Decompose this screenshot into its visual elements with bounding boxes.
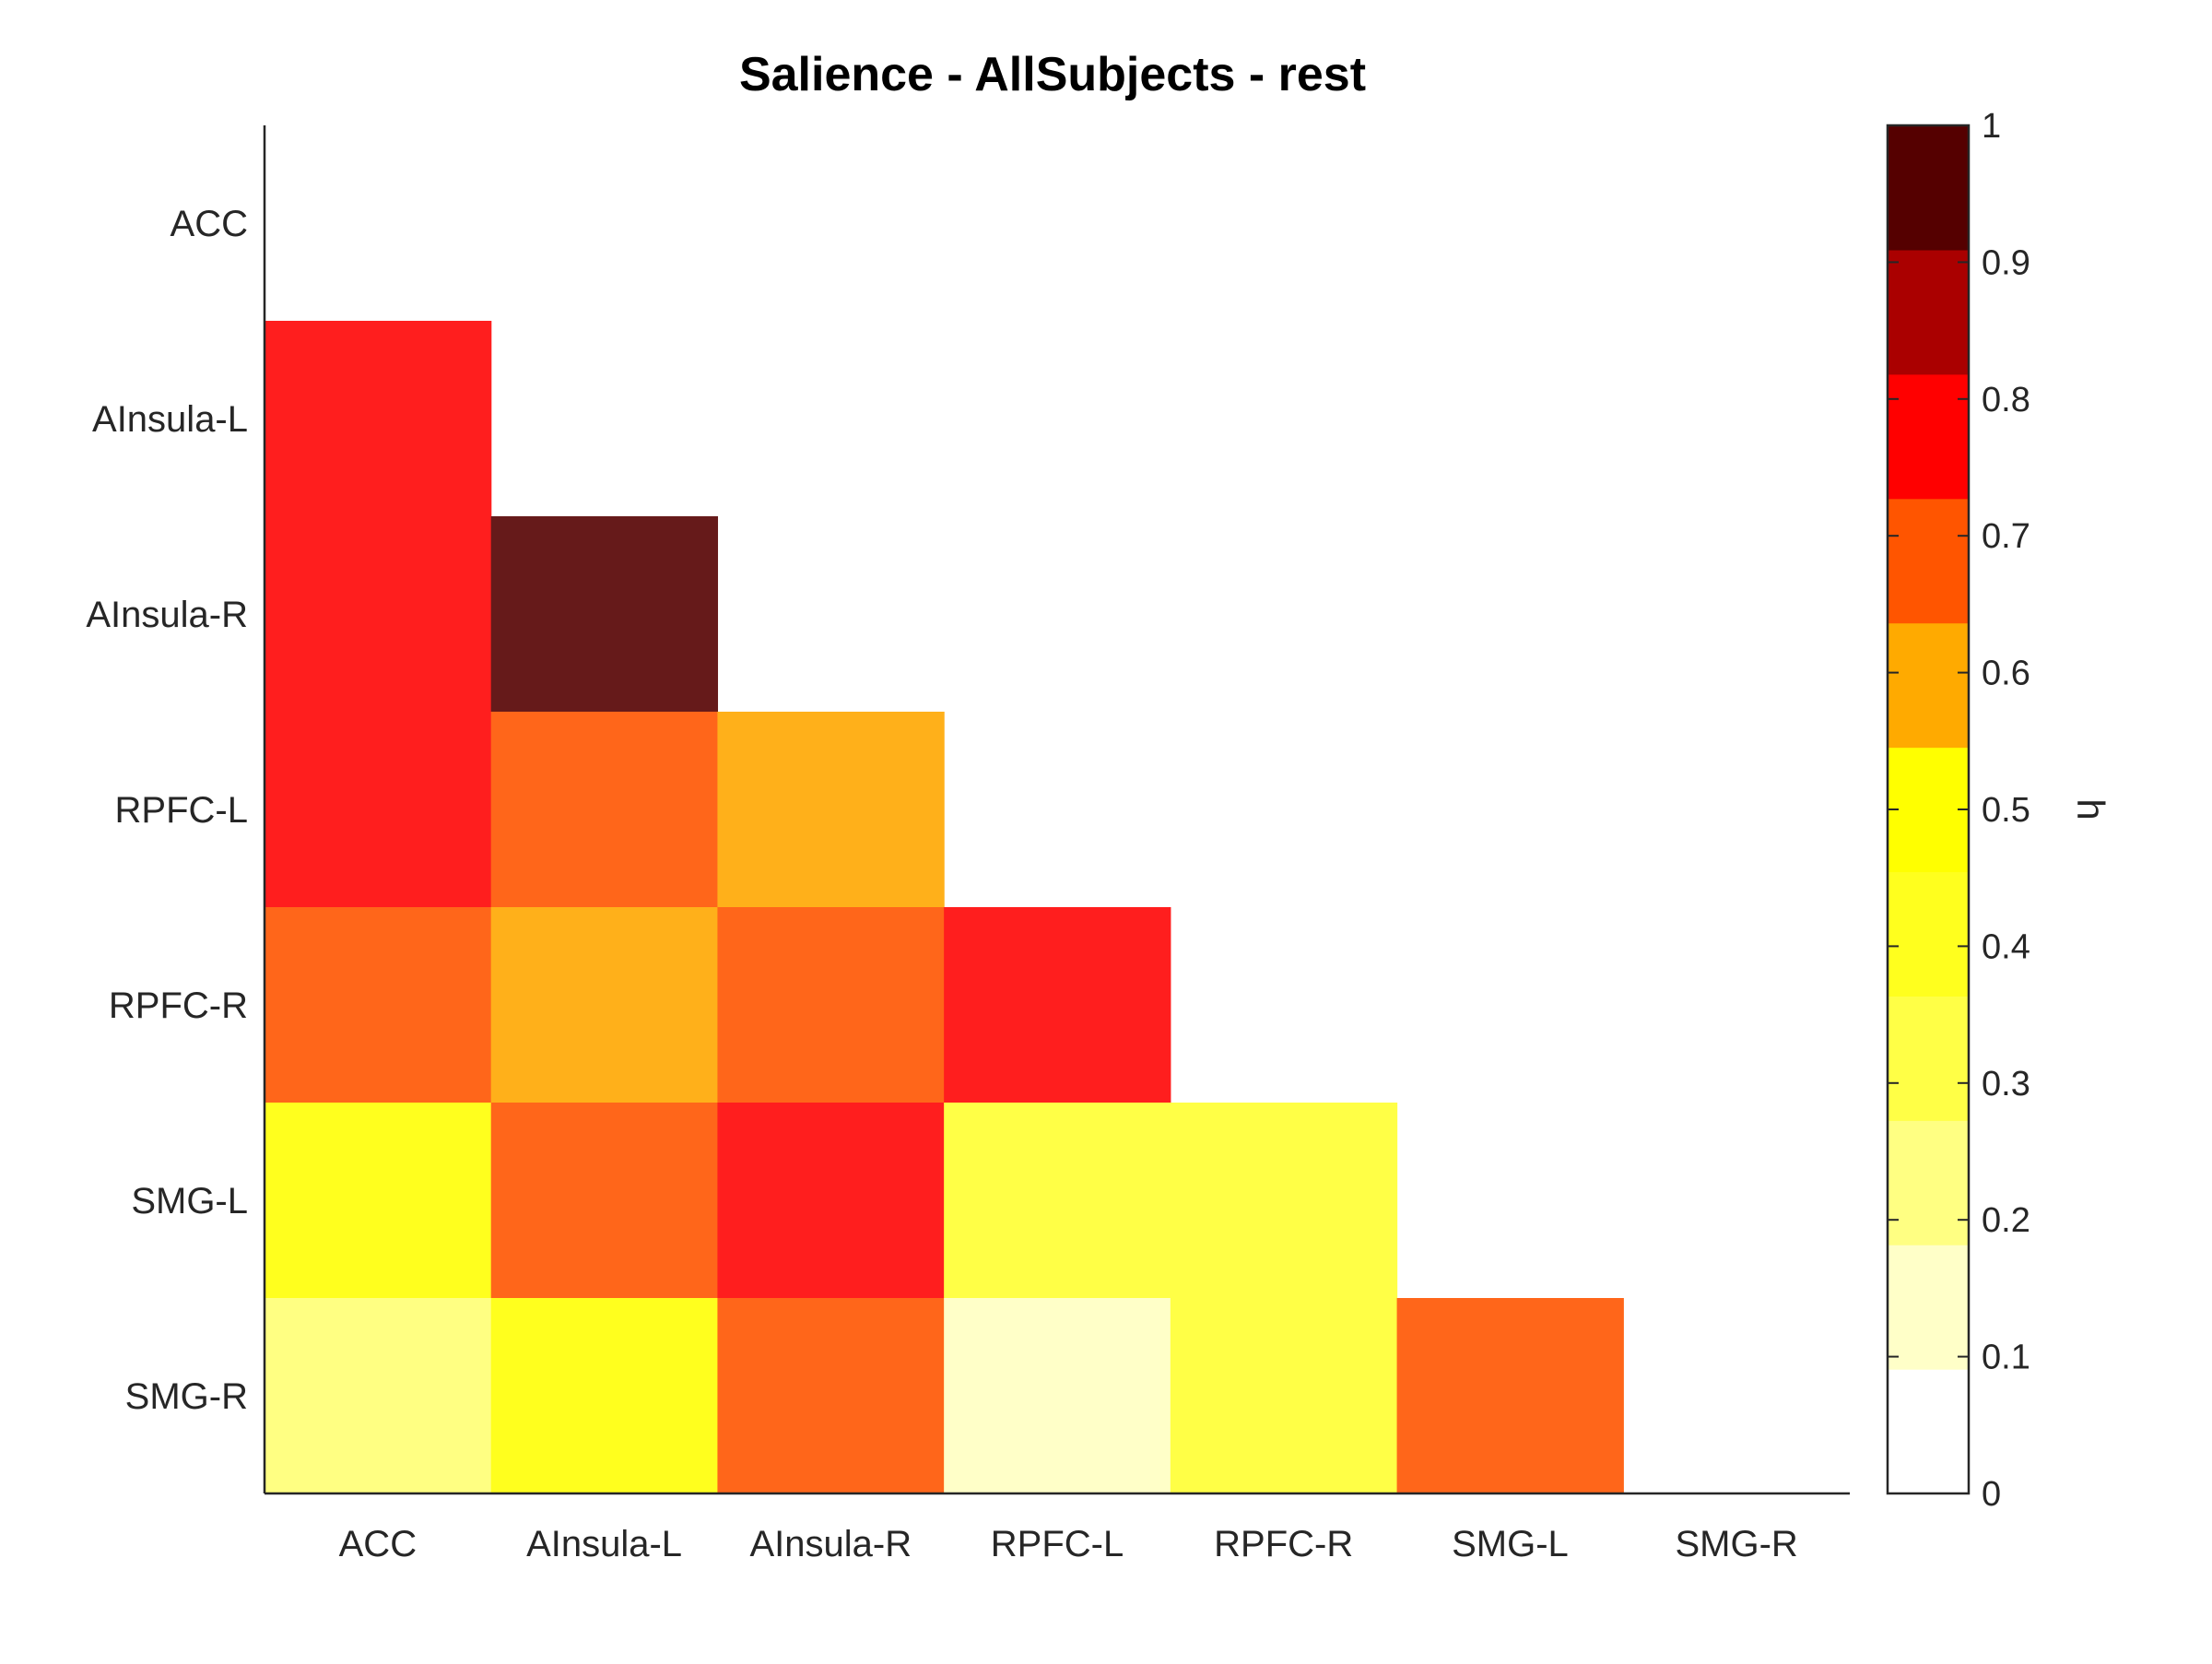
- x-tick-label: AInsula-R: [749, 1524, 912, 1564]
- colorbar-tick-label: 0.1: [1982, 1339, 2030, 1377]
- heatmap-cell: [490, 516, 719, 713]
- heatmap-cell: [490, 1103, 719, 1299]
- colorbar-tick-label: 0.5: [1982, 791, 2030, 830]
- colorbar-segment: [1888, 498, 1969, 624]
- colorbar-segment: [1888, 871, 1969, 997]
- y-tick-labels: ACC AInsula-L AInsula-R RPFC-L RPFC-R SMG-L SM…: [86, 204, 248, 1417]
- heatmap-cells: [265, 321, 1624, 1494]
- chart-title: Salience - AllSubjects - rest: [739, 48, 1366, 101]
- colorbar-segment: [1888, 622, 1969, 749]
- heatmap-cell: [1170, 1103, 1398, 1299]
- colorbar-tick-label: 0.4: [1982, 927, 2030, 966]
- heatmap-cell: [717, 907, 945, 1103]
- colorbar-tick-label: 0.6: [1982, 655, 2030, 693]
- colorbar-tick-label: 1: [1982, 107, 2001, 146]
- colorbar-tick-label: 0.9: [1982, 243, 2030, 282]
- colorbar-segment: [1888, 1369, 1969, 1494]
- heatmap-cell: [944, 1103, 1171, 1299]
- heatmap-cell: [490, 907, 719, 1103]
- heatmap-cell: [265, 1298, 492, 1494]
- colorbar: 0 0.1 0.2 0.3 0.4 0.5 0.6 0.7 0.8 0.9 1: [1886, 107, 2030, 1514]
- heatmap-cell: [717, 1298, 945, 1494]
- colorbar-segment: [1888, 1120, 1969, 1245]
- heatmap-cell: [1396, 1298, 1624, 1494]
- heatmap-cell: [265, 712, 492, 908]
- colorbar-tick-label: 0.7: [1982, 517, 2030, 556]
- x-tick-label: RPFC-R: [1214, 1524, 1353, 1564]
- x-tick-label: AInsula-L: [526, 1524, 682, 1564]
- colorbar-segment: [1888, 996, 1969, 1121]
- heatmap-cell: [265, 907, 492, 1103]
- heatmap-cell: [944, 1298, 1171, 1494]
- x-tick-label: RPFC-L: [991, 1524, 1124, 1564]
- y-tick-label: ACC: [171, 204, 248, 244]
- colorbar-segment: [1888, 747, 1969, 873]
- heatmap-cell: [490, 712, 719, 908]
- heatmap-cell: [490, 1298, 719, 1494]
- colorbar-segment: [1888, 373, 1969, 500]
- heatmap-cell: [265, 1103, 492, 1299]
- colorbar-tick-label: 0.8: [1982, 381, 2030, 419]
- heatmap-cell: [944, 907, 1171, 1103]
- x-tick-labels: ACC AInsula-L AInsula-R RPFC-L RPFC-R SMG-L SM…: [339, 1524, 1798, 1564]
- y-tick-label: RPFC-L: [115, 790, 248, 831]
- colorbar-tick-label: 0: [1982, 1475, 2001, 1514]
- y-tick-label: AInsula-L: [92, 399, 248, 440]
- colorbar-label: h: [2069, 798, 2112, 820]
- x-tick-label: SMG-L: [1452, 1524, 1569, 1564]
- colorbar-tick-label: 0.3: [1982, 1065, 2030, 1103]
- x-tick-label: ACC: [339, 1524, 417, 1564]
- y-tick-label: SMG-R: [125, 1376, 248, 1417]
- y-tick-label: AInsula-R: [86, 595, 248, 635]
- colorbar-segment: [1888, 249, 1969, 375]
- colorbar-segment: [1888, 1245, 1969, 1370]
- y-tick-label: RPFC-R: [109, 985, 248, 1026]
- heatmap-cell: [1170, 1298, 1398, 1494]
- heatmap-cell: [265, 321, 492, 517]
- heatmap-cell: [717, 712, 945, 908]
- y-tick-label: SMG-L: [131, 1181, 248, 1221]
- colorbar-tick-label: 0.2: [1982, 1201, 2030, 1240]
- heatmap-cell: [717, 1103, 945, 1299]
- heatmap-cell: [265, 516, 492, 713]
- x-tick-label: SMG-R: [1675, 1524, 1797, 1564]
- colorbar-segment: [1888, 125, 1969, 251]
- heatmap-axes: [263, 125, 1850, 1495]
